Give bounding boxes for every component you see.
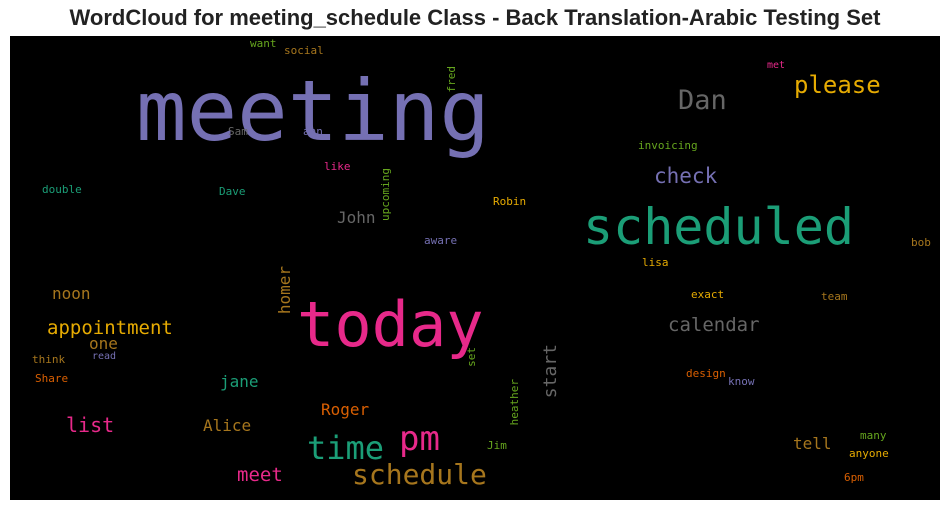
- word-met: met: [767, 60, 786, 71]
- word-many: many: [860, 429, 887, 442]
- word-jane: jane: [220, 372, 259, 391]
- word-read: read: [92, 351, 117, 362]
- word-share: Share: [35, 372, 69, 385]
- word-dave: Dave: [219, 185, 246, 198]
- word-robin: Robin: [493, 195, 527, 208]
- word-fred: fred: [445, 66, 458, 93]
- word-team: team: [821, 290, 848, 303]
- word-upcoming: upcoming: [379, 168, 392, 221]
- word-sam: Sam: [228, 125, 248, 138]
- word-meet: meet: [237, 464, 283, 486]
- word-start: start: [540, 344, 561, 399]
- word-check: check: [654, 164, 718, 188]
- word-tell: tell: [793, 434, 832, 453]
- word-set: set: [465, 347, 478, 367]
- word-pm: pm: [399, 419, 440, 459]
- word-aware: aware: [424, 234, 458, 247]
- word-6pm: 6pm: [844, 471, 864, 484]
- word-think: think: [32, 353, 66, 366]
- word-one: one: [89, 334, 118, 353]
- word-meeting: meeting: [136, 62, 491, 160]
- word-social: social: [284, 44, 324, 57]
- word-double: double: [42, 183, 82, 196]
- word-schedule: schedule: [352, 458, 487, 491]
- word-appointment: appointment: [47, 317, 173, 339]
- word-know: know: [728, 375, 755, 388]
- word-time: time: [307, 429, 385, 467]
- word-heather: heather: [508, 379, 521, 426]
- word-today: today: [297, 288, 484, 361]
- word-homer: homer: [275, 266, 294, 315]
- word-list: list: [66, 413, 115, 437]
- word-alice: Alice: [203, 416, 252, 435]
- word-roger: Roger: [321, 400, 370, 419]
- word-scheduled: scheduled: [583, 198, 854, 256]
- word-jim: Jim: [487, 439, 507, 452]
- word-calendar: calendar: [668, 314, 760, 336]
- word-please: please: [794, 71, 881, 99]
- word-john: John: [337, 208, 376, 227]
- word-want: want: [250, 37, 277, 50]
- word-bob: bob: [911, 236, 931, 249]
- word-exact: exact: [691, 288, 725, 301]
- word-noon: noon: [52, 284, 91, 303]
- word-like: like: [324, 160, 351, 173]
- word-cloud: meeting today scheduled pm time schedule Dan pl…: [10, 36, 940, 500]
- word-lisa: lisa: [642, 256, 669, 269]
- word-invoicing: invoicing: [638, 139, 698, 152]
- word-ann: ann: [303, 125, 323, 138]
- word-design: design: [686, 367, 726, 380]
- word-dan: Dan: [678, 85, 727, 116]
- word-anyone: anyone: [849, 447, 889, 460]
- chart-title: WordCloud for meeting_schedule Class - B…: [69, 5, 881, 30]
